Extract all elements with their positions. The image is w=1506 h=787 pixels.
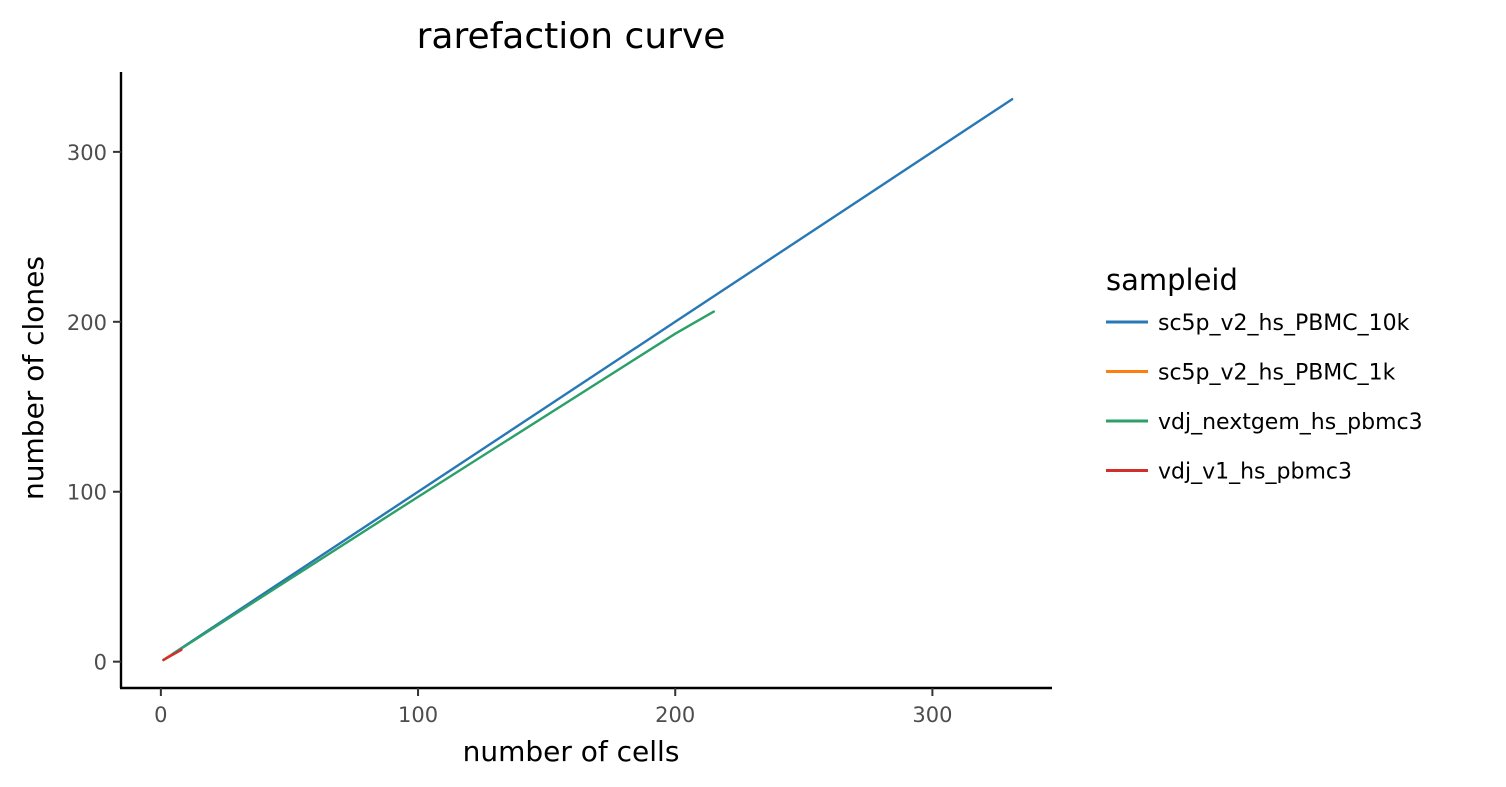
x-tick-label: 200	[655, 703, 695, 727]
y-tick-label: 200	[67, 311, 107, 335]
legend-items: sc5p_v2_hs_PBMC_10k sc5p_v2_hs_PBMC_1kvdj…	[1106, 311, 1423, 485]
legend-item: vdj_nextgem_hs_pbmc3	[1106, 410, 1423, 435]
legend-label: sc5p_v2_hs_PBMC_1k	[1158, 361, 1396, 386]
series-line	[162, 648, 183, 662]
x-tick-label: 300	[912, 703, 952, 727]
legend-label: vdj_v1_hs_pbmc3	[1158, 460, 1352, 485]
x-axis-label: number of cells	[463, 735, 680, 768]
x-axis-ticks: 0 100 200 300	[154, 688, 952, 727]
legend-label: sc5p_v2_hs_PBMC_10k	[1158, 311, 1410, 336]
y-axis-label: number of clones	[17, 256, 50, 500]
legend-item: vdj_v1_hs_pbmc3	[1106, 460, 1352, 485]
y-axis-ticks: 0 100 200 300	[67, 141, 121, 675]
x-tick-label: 100	[398, 703, 438, 727]
y-tick-label: 100	[67, 481, 107, 505]
legend-label: vdj_nextgem_hs_pbmc3	[1158, 410, 1423, 435]
y-tick-label: 0	[94, 651, 107, 675]
chart-title: rarefaction curve	[417, 16, 726, 57]
x-tick-label: 0	[154, 703, 167, 727]
series-line	[162, 97, 1014, 662]
legend: sampleid sc5p_v2_hs_PBMC_10ksc5p_v2_hs_P…	[1106, 263, 1423, 485]
legend-item: sc5p_v2_hs_PBMC_1k	[1106, 361, 1396, 386]
plot-area	[162, 97, 1014, 662]
y-tick-label: 300	[67, 141, 107, 165]
legend-title: sampleid	[1106, 263, 1238, 297]
series-line	[162, 310, 716, 662]
legend-item: sc5p_v2_hs_PBMC_10k	[1106, 311, 1410, 336]
